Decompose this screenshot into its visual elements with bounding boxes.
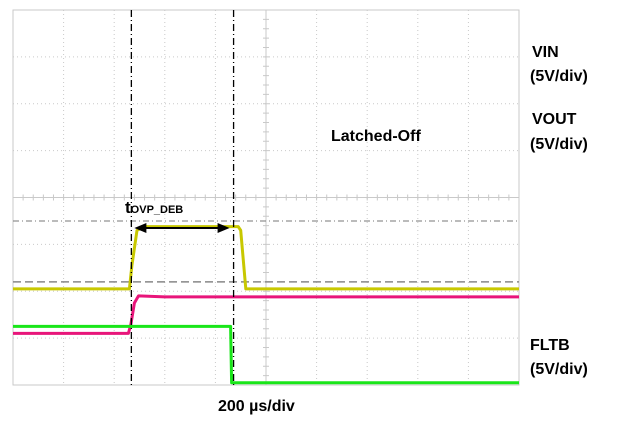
debounce-time-main: t xyxy=(125,198,131,217)
fltb-scale-label: (5V/div) xyxy=(530,361,588,378)
latched-off-annotation: Latched-Off xyxy=(331,128,421,145)
vin-scale-label: (5V/div) xyxy=(530,68,588,85)
debounce-arrow xyxy=(134,223,230,233)
cursors xyxy=(130,10,235,385)
vin-label: VIN xyxy=(532,44,559,61)
x-axis-label: 200 µs/div xyxy=(218,398,295,415)
fltb-trace xyxy=(13,324,519,385)
debounce-arrow-head-right xyxy=(217,223,230,233)
reference-lines xyxy=(13,220,519,283)
vout-scale-label: (5V/div) xyxy=(530,136,588,153)
vout-trace xyxy=(13,294,519,335)
debounce-arrow-head-left xyxy=(134,223,147,233)
grid xyxy=(12,9,520,386)
fltb-label: FLTB xyxy=(530,337,570,354)
debounce-time-subscript: OVP_DEB xyxy=(130,204,184,216)
debounce-time-label: tOVP_DEB xyxy=(125,198,183,218)
vout-label: VOUT xyxy=(532,111,577,128)
